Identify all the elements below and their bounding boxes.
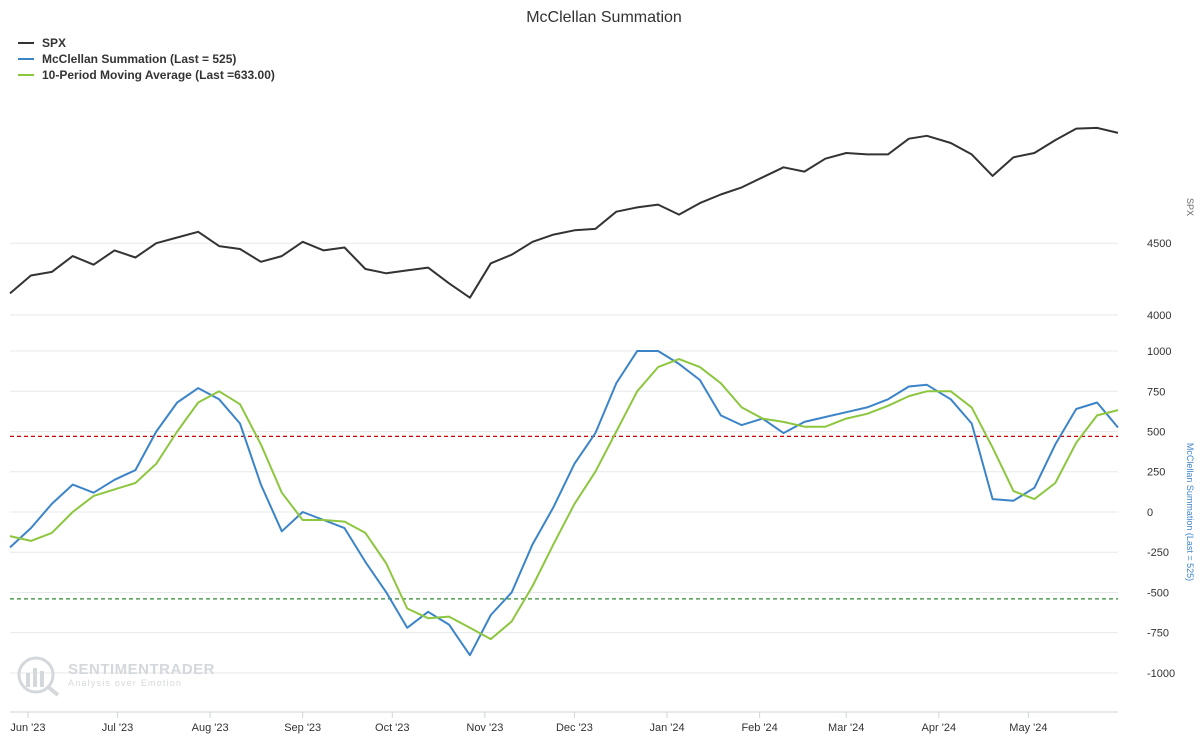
lower-y-tick-label: -250 (1147, 547, 1169, 559)
upper-y-tick-label: 4500 (1147, 238, 1171, 250)
x-tick-label: Nov '23 (466, 722, 503, 734)
x-tick-label: Jul '23 (102, 722, 133, 734)
watermark-brand: SENTIMENTRADER (68, 661, 215, 678)
sentimentrader-watermark: SENTIMENTRADER Analysis over Emotion (19, 658, 215, 695)
x-tick-label: Dec '23 (556, 722, 593, 734)
y-axes: 4000 4500 1000 750 500 250 0 -250 -500 -750 -1000 (1147, 238, 1175, 680)
upper-axis-title: SPX (1185, 198, 1195, 216)
lower-y-tick-label: -750 (1147, 628, 1169, 640)
upper-y-tick-label: 4000 (1147, 310, 1171, 322)
lower-y-tick-label: -500 (1147, 587, 1169, 599)
x-tick-label: Apr '24 (922, 722, 957, 734)
x-tick-label: Jan '24 (649, 722, 684, 734)
lower-y-tick-label: 0 (1147, 507, 1153, 519)
legend-item-moving-average[interactable]: 10-Period Moving Average (Last =633.00) (18, 68, 275, 82)
spx-line[interactable] (10, 128, 1118, 298)
lower-y-tick-label: 1000 (1147, 346, 1171, 358)
x-tick-label: Mar '24 (828, 722, 864, 734)
x-tick-label: Feb '24 (741, 722, 777, 734)
x-tick-label: Aug '23 (192, 722, 229, 734)
lower-y-tick-label: 250 (1147, 467, 1165, 479)
watermark-tagline: Analysis over Emotion (68, 678, 182, 688)
legend-label-mcclellan: McClellan Summation (Last = 525) (42, 52, 236, 66)
chart-title: McClellan Summation (526, 9, 682, 26)
lower-y-tick-label: -1000 (1147, 668, 1175, 680)
x-tick-label: May '24 (1009, 722, 1047, 734)
x-tick-label: Jun '23 (10, 722, 45, 734)
legend-label-spx: SPX (42, 36, 66, 50)
x-axis: Jun '23 Jul '23 Aug '23 Sep '23 Oct '23 Nov '… (10, 712, 1118, 734)
lower-y-tick-label: 500 (1147, 427, 1165, 439)
legend: SPX McClellan Summation (Last = 525) 10-… (18, 36, 275, 82)
legend-item-mcclellan[interactable]: McClellan Summation (Last = 525) (18, 52, 236, 66)
lower-axis-title: McClellan Summation (Last = 525) (1185, 443, 1195, 581)
reference-lines (10, 436, 1118, 599)
gridlines (10, 243, 1118, 673)
mcclellan-summation-line[interactable] (10, 351, 1118, 655)
legend-label-moving-average: 10-Period Moving Average (Last =633.00) (42, 68, 275, 82)
watermark-logo-icon (19, 658, 58, 695)
lower-y-tick-label: 750 (1147, 386, 1165, 398)
x-tick-label: Oct '23 (375, 722, 410, 734)
legend-item-spx[interactable]: SPX (18, 36, 66, 50)
x-tick-label: Sep '23 (284, 722, 321, 734)
